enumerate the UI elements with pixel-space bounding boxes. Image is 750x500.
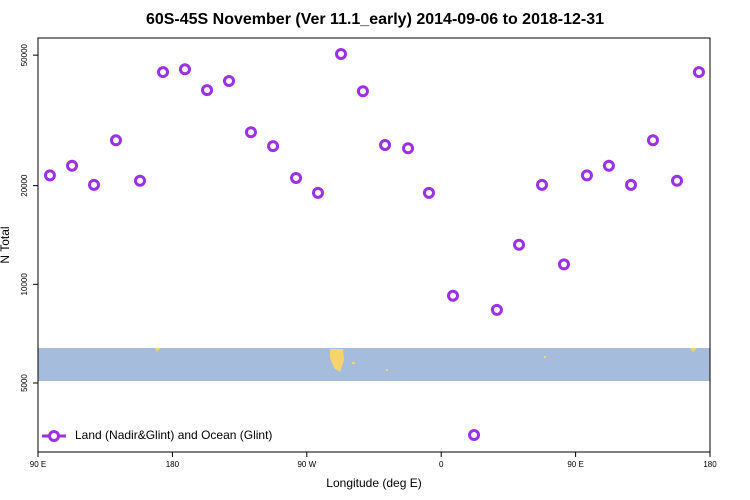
point [88,178,100,191]
land [330,349,344,372]
x-tick-label: 90 W [297,460,316,469]
point [646,134,659,147]
point [290,171,303,184]
x-axis-label: Longitude (deg E) [326,476,421,490]
point [178,63,191,76]
point [66,159,79,172]
x-tick-label: 180 [166,460,180,469]
y-axis-label: N Total [0,226,12,263]
point [201,84,214,97]
point [580,169,593,182]
point [312,186,324,199]
chart-title: 60S-45S November (Ver 11.1_early) 2014-0… [146,11,604,28]
point [625,178,638,191]
point [422,186,435,199]
y-tick-label: 20000 [20,174,29,197]
point [244,126,257,139]
point [402,142,415,155]
ocean-band [38,348,710,381]
land [155,348,160,352]
point [379,139,392,152]
point [513,238,526,251]
land [690,348,697,352]
point [222,74,235,87]
land [386,369,388,371]
x-tick-label: 180 [703,460,717,469]
point [670,174,683,187]
legend-marker [48,430,60,442]
x-tick-label: 90 E [567,460,583,469]
point [468,429,481,442]
point [334,48,347,61]
land [352,362,355,364]
point [356,85,369,98]
x-tick-label: 90 E [30,460,46,469]
point [43,169,56,182]
point [446,289,459,302]
point [156,66,169,79]
y-tick-label: 50000 [20,43,29,66]
point [692,66,705,79]
plot-frame [37,37,711,453]
point [109,134,122,147]
point [602,159,615,172]
point [267,140,280,153]
legend-label: Land (Nadir&Glint) and Ocean (Glint) [75,428,272,442]
point [490,303,503,316]
point [133,174,146,187]
y-tick-label: 5000 [20,374,29,392]
land [544,356,546,358]
x-tick-label: 0 [439,460,444,469]
point [557,258,570,271]
y-tick-label: 10000 [20,273,29,296]
map-band [38,348,710,381]
point [536,178,548,191]
